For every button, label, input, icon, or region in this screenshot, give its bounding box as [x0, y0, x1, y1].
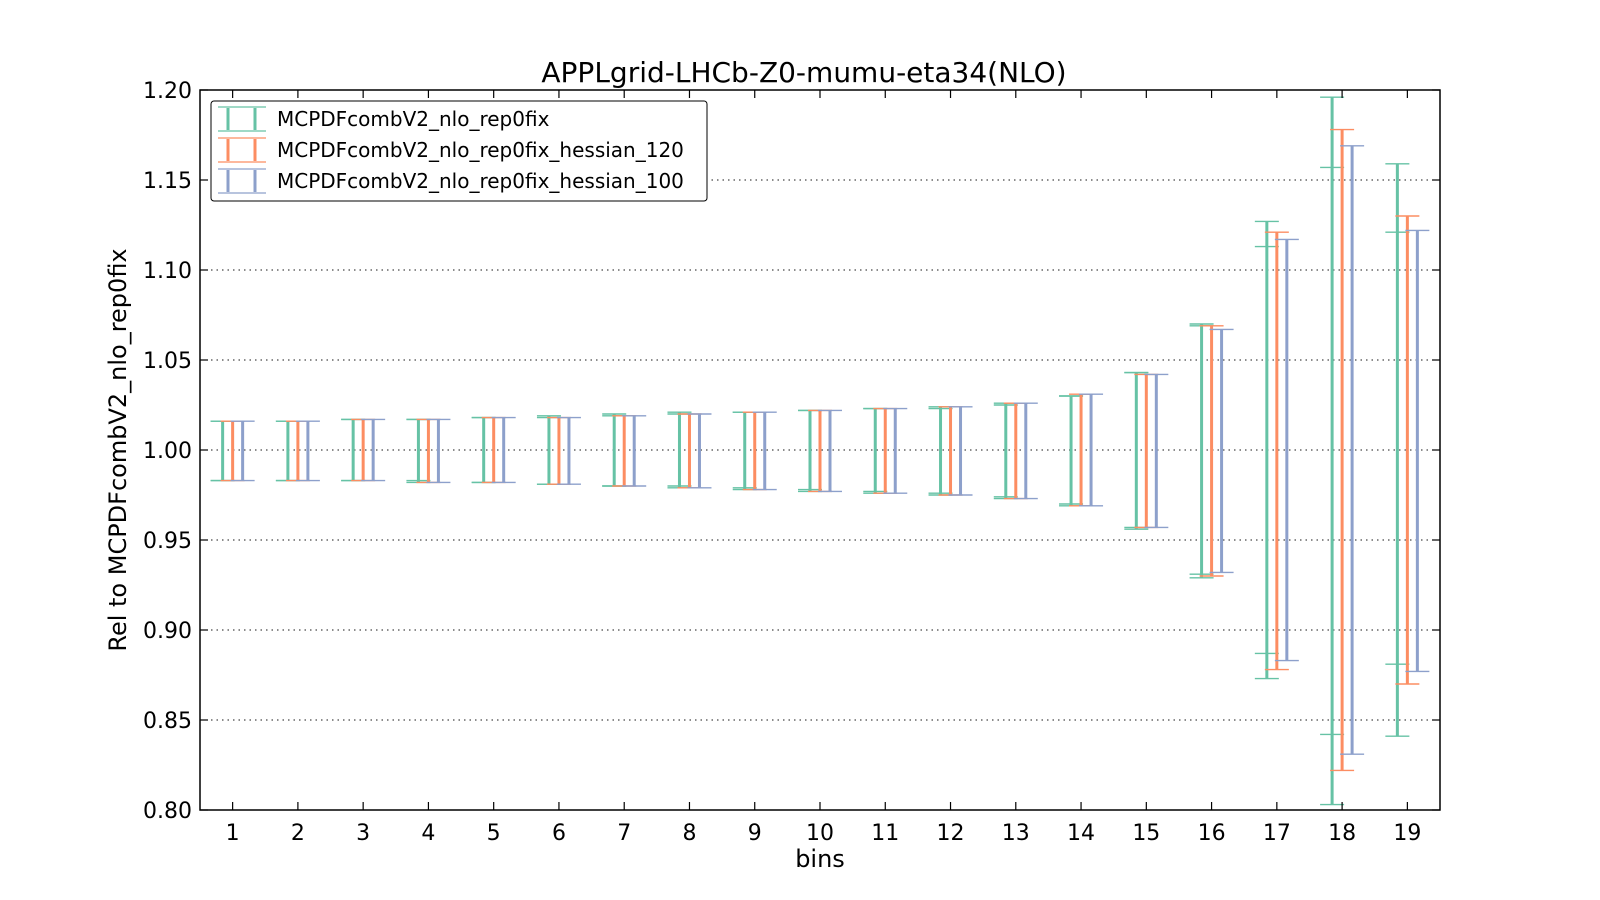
x-tick-label: 19	[1393, 821, 1421, 846]
series-3	[230, 145, 1430, 755]
y-tick-label: 1.10	[143, 259, 192, 284]
x-tick-label: 2	[291, 821, 305, 846]
x-tick-label: 9	[748, 821, 762, 846]
x-tick-label: 6	[552, 821, 566, 846]
x-tick-label: 4	[421, 821, 435, 846]
series-2	[220, 128, 1420, 772]
y-tick-label: 0.85	[143, 709, 192, 734]
x-tick-label: 5	[487, 821, 501, 846]
x-tick-label: 16	[1198, 821, 1226, 846]
legend-item: MCPDFcombV2_nlo_rep0fix	[218, 106, 550, 132]
y-tick-label: 1.20	[143, 79, 192, 104]
legend-label: MCPDFcombV2_nlo_rep0fix_hessian_120	[277, 138, 684, 162]
x-tick-label: 15	[1132, 821, 1160, 846]
x-tick-label: 1	[226, 821, 240, 846]
x-tick-label: 12	[937, 821, 965, 846]
legend-entries: MCPDFcombV2_nlo_rep0fix MCPDFcombV2_nlo_r…	[218, 106, 684, 194]
x-tick-label: 10	[806, 821, 834, 846]
x-tick-label: 13	[1002, 821, 1030, 846]
ticks-layer: 0.800.850.900.951.001.051.101.151.201 2 3 4…	[143, 79, 1440, 846]
x-tick-label: 18	[1328, 821, 1356, 846]
x-tick-label: 8	[682, 821, 696, 846]
chart-title: APPLgrid-LHCb-Z0-mumu-eta34(NLO)	[541, 56, 1066, 89]
legend: MCPDFcombV2_nlo_rep0fix MCPDFcombV2_nlo_r…	[210, 100, 708, 202]
series-1	[210, 96, 1410, 806]
y-axis-label: Rel to MCPDFcombV2_nlo_rep0fix	[104, 248, 132, 651]
y-tick-label: 0.90	[143, 619, 192, 644]
legend-item: MCPDFcombV2_nlo_rep0fix_hessian_100	[218, 168, 684, 194]
x-axis-label: bins	[795, 845, 845, 873]
bars-layer	[210, 96, 1430, 806]
legend-label: MCPDFcombV2_nlo_rep0fix	[277, 107, 550, 131]
x-tick-label: 7	[617, 821, 631, 846]
legend-label: MCPDFcombV2_nlo_rep0fix_hessian_100	[277, 169, 684, 193]
legend-item: MCPDFcombV2_nlo_rep0fix_hessian_120	[218, 137, 684, 163]
y-tick-label: 0.95	[143, 529, 192, 554]
x-tick-label: 17	[1263, 821, 1291, 846]
legend-frame	[210, 100, 708, 202]
x-tick-label: 14	[1067, 821, 1095, 846]
y-tick-label: 1.15	[143, 169, 192, 194]
y-tick-label: 1.05	[143, 349, 192, 374]
y-tick-label: 0.80	[143, 799, 192, 824]
y-tick-label: 1.00	[143, 439, 192, 464]
x-tick-label: 11	[871, 821, 899, 846]
x-tick-label: 3	[356, 821, 370, 846]
